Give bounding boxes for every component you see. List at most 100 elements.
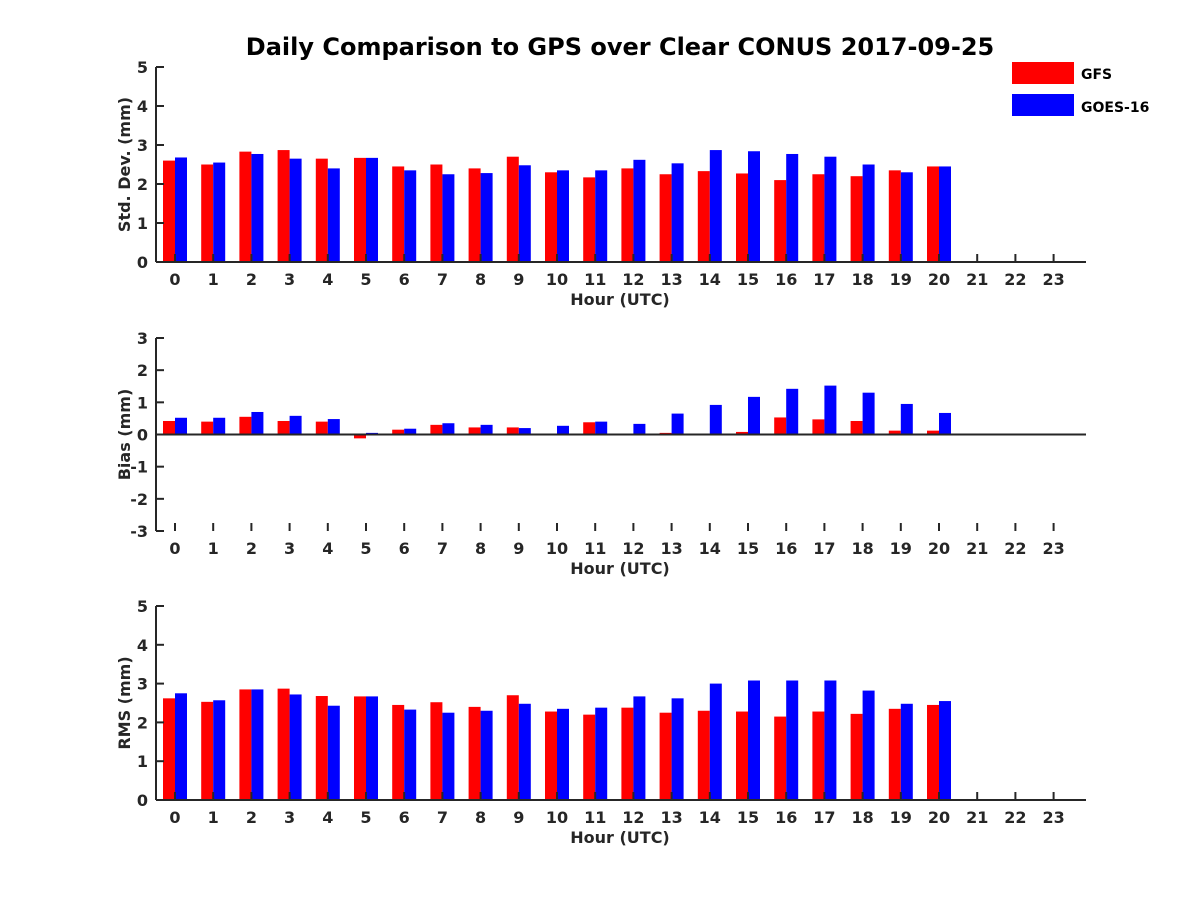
- x-tick-label: 0: [169, 270, 180, 289]
- bar-goes-16-hour-18: [862, 690, 875, 800]
- x-tick-label: 22: [1004, 270, 1026, 289]
- x-tick-label: 1: [208, 808, 219, 827]
- bar-goes-16-hour-8: [480, 173, 493, 262]
- bar-gfs-hour-1: [201, 701, 214, 800]
- x-tick-label: 5: [360, 539, 371, 558]
- bar-gfs-hour-12: [621, 168, 634, 262]
- bar-goes-16-hour-13: [671, 698, 684, 800]
- bar-goes-16-hour-17: [824, 385, 837, 435]
- x-tick-label: 21: [966, 270, 988, 289]
- bar-gfs-hour-17: [812, 419, 825, 435]
- x-tick-label: 12: [622, 539, 644, 558]
- bar-gfs-hour-9: [506, 427, 519, 435]
- x-tick-label: 17: [813, 539, 835, 558]
- x-tick-label: 5: [360, 270, 371, 289]
- bar-gfs-hour-4: [315, 158, 328, 262]
- x-tick-label: 6: [399, 808, 410, 827]
- bar-gfs-hour-5: [354, 157, 366, 262]
- x-tick-label: 4: [322, 539, 333, 558]
- y-tick-label: 4: [137, 636, 148, 655]
- y-tick-label: 5: [137, 58, 148, 77]
- x-tick-label: 19: [890, 539, 912, 558]
- bar-gfs-hour-20: [927, 166, 939, 262]
- x-tick-label: 15: [737, 808, 759, 827]
- bar-goes-16-hour-14: [709, 150, 722, 262]
- bar-gfs-hour-8: [468, 168, 481, 262]
- legend-label-gfs: GFS: [1081, 67, 1112, 83]
- x-tick-label: 10: [546, 808, 568, 827]
- bar-goes-16-hour-10: [557, 170, 569, 262]
- bar-goes-16-hour-17: [824, 156, 837, 262]
- bar-gfs-hour-2: [239, 689, 252, 800]
- y-tick-label: 1: [137, 214, 148, 233]
- bar-gfs-hour-14: [697, 171, 710, 262]
- y-tick-label: 3: [137, 136, 148, 155]
- bar-goes-16-hour-20: [939, 701, 951, 800]
- y-axis-label: Std. Dev. (mm): [115, 97, 134, 232]
- x-tick-label: 18: [851, 270, 873, 289]
- bar-gfs-hour-15: [736, 173, 748, 262]
- x-axis-label: Hour (UTC): [570, 559, 670, 578]
- bar-goes-16-hour-12: [633, 159, 646, 262]
- bar-gfs-hour-0: [163, 698, 175, 800]
- bar-goes-16-hour-4: [327, 168, 340, 262]
- x-tick-label: 21: [966, 808, 988, 827]
- bar-goes-16-hour-1: [213, 417, 226, 435]
- bar-goes-16-hour-10: [557, 708, 569, 800]
- x-tick-label: 4: [322, 270, 333, 289]
- x-tick-label: 20: [928, 270, 950, 289]
- bar-goes-16-hour-9: [518, 165, 531, 262]
- bar-gfs-hour-18: [850, 713, 863, 800]
- bar-goes-16-hour-11: [595, 421, 608, 435]
- x-tick-label: 2: [246, 808, 257, 827]
- bar-goes-16-hour-19: [900, 703, 913, 800]
- x-tick-label: 8: [475, 539, 486, 558]
- bar-goes-16-hour-2: [251, 411, 264, 435]
- bar-goes-16-hour-1: [213, 700, 226, 800]
- x-tick-label: 3: [284, 270, 295, 289]
- y-tick-label: -1: [130, 458, 148, 477]
- x-tick-label: 15: [737, 539, 759, 558]
- legend-swatch-gfs: [1012, 62, 1074, 84]
- x-tick-label: 6: [399, 270, 410, 289]
- bar-gfs-hour-9: [506, 156, 519, 262]
- bar-goes-16-hour-2: [251, 153, 264, 262]
- x-tick-label: 12: [622, 270, 644, 289]
- bar-gfs-hour-3: [277, 688, 290, 800]
- y-tick-label: 0: [137, 791, 148, 810]
- bar-gfs-hour-16: [774, 716, 787, 800]
- y-tick-label: -2: [130, 490, 148, 509]
- bar-gfs-hour-13: [659, 174, 672, 262]
- x-tick-label: 0: [169, 808, 180, 827]
- bar-gfs-hour-5: [354, 434, 366, 439]
- x-tick-label: 18: [851, 539, 873, 558]
- bar-goes-16-hour-18: [862, 392, 875, 435]
- bar-goes-16-hour-0: [175, 693, 187, 800]
- x-tick-label: 8: [475, 808, 486, 827]
- bar-gfs-hour-18: [850, 420, 863, 435]
- bar-gfs-hour-0: [163, 420, 175, 435]
- bar-goes-16-hour-7: [442, 712, 455, 800]
- bar-goes-16-hour-10: [557, 425, 569, 435]
- x-tick-label: 16: [775, 539, 797, 558]
- x-tick-label: 7: [437, 270, 448, 289]
- bar-gfs-hour-2: [239, 151, 252, 262]
- y-axis-label: RMS (mm): [115, 656, 134, 749]
- bar-gfs-hour-6: [392, 166, 405, 262]
- x-tick-label: 23: [1042, 270, 1064, 289]
- bar-goes-16-hour-9: [518, 703, 531, 800]
- bar-goes-16-hour-2: [251, 689, 264, 800]
- x-tick-label: 3: [284, 539, 295, 558]
- bar-gfs-hour-19: [888, 430, 901, 435]
- bar-gfs-hour-15: [736, 431, 748, 435]
- x-tick-label: 23: [1042, 808, 1064, 827]
- bar-goes-16-hour-3: [289, 694, 302, 800]
- bar-gfs-hour-10: [545, 172, 557, 262]
- x-tick-label: 11: [584, 270, 606, 289]
- bar-goes-16-hour-4: [327, 705, 340, 800]
- bar-goes-16-hour-15: [748, 680, 760, 800]
- x-tick-label: 14: [699, 270, 721, 289]
- y-tick-label: 4: [137, 97, 148, 116]
